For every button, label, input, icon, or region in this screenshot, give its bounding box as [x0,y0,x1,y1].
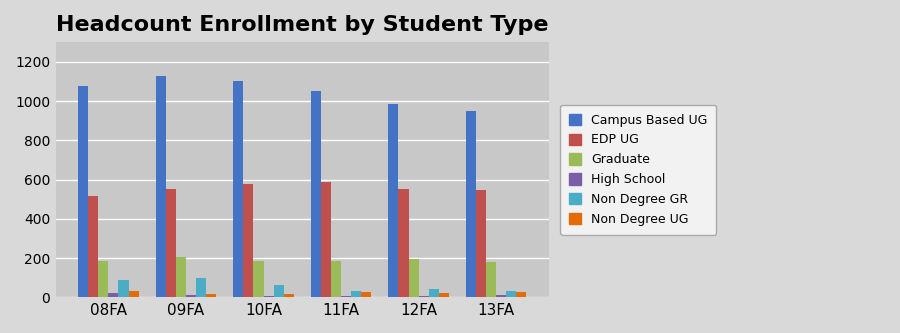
Bar [428,289,439,297]
Bar [254,260,264,297]
Bar [166,189,176,297]
Bar [78,86,88,297]
Bar [310,91,321,297]
Bar [399,189,409,297]
Bar [98,260,108,297]
Bar [351,291,361,297]
Bar [284,294,293,297]
Bar [233,81,243,297]
Bar [466,111,476,297]
Bar [341,296,351,297]
Bar [389,104,399,297]
Bar [409,259,419,297]
Bar [156,77,166,297]
Bar [507,291,517,297]
Bar [321,181,331,297]
Bar [486,262,496,297]
Legend: Campus Based UG, EDP UG, Graduate, High School, Non Degree GR, Non Degree UG: Campus Based UG, EDP UG, Graduate, High … [560,105,716,235]
Bar [264,296,274,297]
Bar [361,292,372,297]
Bar [196,278,206,297]
Bar [129,291,139,297]
Bar [243,184,254,297]
Bar [176,257,186,297]
Bar [186,295,196,297]
Bar [439,292,449,297]
Bar [496,295,507,297]
Bar [331,261,341,297]
Bar [108,292,119,297]
Bar [274,285,284,297]
Bar [517,292,526,297]
Bar [476,190,486,297]
Title: Headcount Enrollment by Student Type: Headcount Enrollment by Student Type [56,15,548,35]
Bar [119,280,129,297]
Bar [88,196,98,297]
Bar [206,294,216,297]
Bar [418,296,428,297]
